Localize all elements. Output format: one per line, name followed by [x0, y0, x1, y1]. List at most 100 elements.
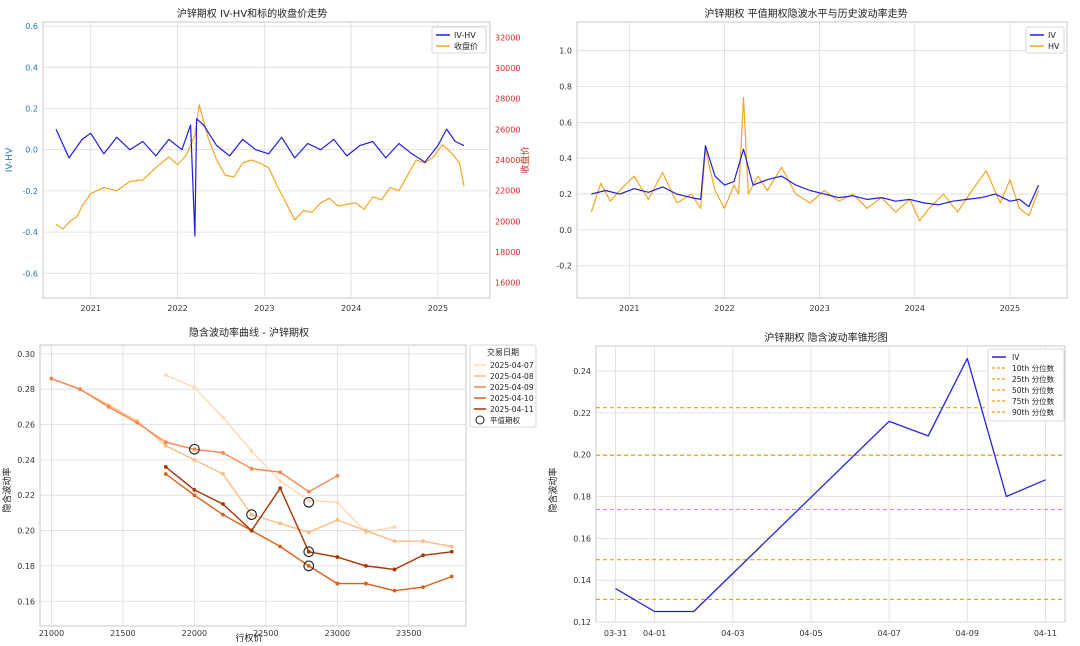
legend-label: 平值期权	[490, 415, 520, 425]
data-point	[278, 544, 283, 549]
x-tick-label: 22000	[182, 629, 207, 638]
data-point	[249, 466, 254, 471]
data-point	[335, 518, 340, 522]
legend-label: 50th 分位数	[1012, 385, 1055, 395]
x-tick-label: 2023	[809, 304, 829, 313]
x-tick-label: 04-07	[878, 629, 901, 638]
y-tick-label: 0.22	[573, 409, 591, 418]
legend-label: 25th 分位数	[1012, 374, 1055, 384]
data-point	[192, 457, 197, 462]
y-tick-label: -0.2	[22, 187, 38, 196]
y2-tick-label: 18000	[495, 248, 520, 257]
y-tick-label: 0.16	[573, 534, 591, 543]
data-point	[392, 588, 397, 593]
data-point	[364, 581, 368, 586]
data-point	[163, 373, 168, 377]
legend-label: IV	[1048, 31, 1056, 40]
data-point	[306, 530, 311, 535]
x-tick-label: 2021	[81, 304, 101, 313]
data-point	[449, 544, 454, 549]
data-point	[278, 486, 283, 491]
x-tick-label: 2023	[254, 304, 274, 313]
data-point	[221, 512, 225, 517]
data-point	[421, 585, 426, 590]
y2-tick-label: 22000	[495, 187, 520, 196]
y-tick-label: -0.4	[22, 228, 38, 237]
iv-smile-chart: 隐含波动率曲线 - 沪锌期权 行权价 隐含波动率 21000 21500 22000…	[1, 326, 537, 644]
chart-title: 隐含波动率曲线 - 沪锌期权	[189, 326, 309, 339]
series-line-iv	[615, 357, 1046, 613]
series-line-close	[55, 104, 465, 230]
y-tick-label: 0.0	[559, 226, 572, 235]
data-point	[78, 387, 82, 392]
data-point	[306, 564, 311, 568]
atm-marker	[303, 496, 315, 508]
data-point	[306, 489, 311, 494]
y-tick-label: 0.24	[573, 367, 591, 376]
legend-swatch	[475, 415, 485, 425]
y-tick-label: 0.4	[559, 154, 572, 163]
series-line-iv-hv	[55, 118, 465, 237]
legend-label: 90th 分位数	[1012, 407, 1055, 417]
y2-tick-label: 30000	[495, 64, 520, 73]
plot-area	[39, 344, 467, 627]
data-point	[163, 472, 168, 476]
x-tick-label: 2024	[341, 304, 361, 313]
data-point	[163, 465, 168, 469]
x-tick-label: 04-05	[799, 629, 822, 638]
y-tick-label: -0.6	[22, 269, 38, 278]
y2-tick-label: 26000	[495, 125, 520, 134]
atm-marker	[303, 546, 315, 558]
data-point	[306, 549, 311, 554]
data-point	[421, 553, 426, 558]
x-tick-label: 2025	[1000, 304, 1020, 313]
y-tick-label: 0.16	[17, 597, 35, 606]
data-point	[192, 493, 197, 498]
atm-marker	[303, 560, 315, 572]
chart-title: 沪锌期权 隐含波动率锥形图	[764, 331, 887, 344]
y2-tick-label: 16000	[495, 279, 520, 288]
plot-area	[576, 21, 1068, 299]
y-tick-label: 0.6	[559, 118, 572, 127]
data-point	[221, 450, 225, 455]
data-point	[249, 512, 254, 517]
atm-marker	[189, 443, 200, 455]
x-tick-label: 04-03	[721, 629, 744, 638]
y-tick-label: 1.0	[559, 47, 572, 56]
plot-area	[595, 345, 1066, 623]
data-point	[278, 521, 283, 526]
x-tick-label: 2022	[167, 304, 187, 313]
y2-tick-label: 24000	[495, 156, 520, 165]
series-line-iv	[591, 145, 1040, 208]
y-tick-label: 0.20	[17, 527, 35, 536]
plot-area	[42, 21, 491, 299]
x-tick-label: 04-01	[643, 629, 666, 638]
legend-label: 2025-04-09	[490, 383, 534, 392]
legend-title: 交易日期	[487, 347, 519, 357]
y-tick-label: 0.2	[25, 105, 38, 114]
data-point	[335, 473, 340, 478]
chart-title: 沪锌期权 IV-HV和标的收盘价走势	[177, 7, 327, 20]
x-tick-label: 21500	[110, 629, 135, 638]
y-tick-label: 0.2	[559, 190, 572, 199]
y-tick-label: 0.26	[17, 421, 35, 430]
y2-tick-label: 32000	[495, 33, 520, 42]
data-point	[278, 470, 283, 475]
x-tick-label: 22500	[253, 629, 278, 638]
y-tick-label: 0.18	[573, 493, 591, 502]
data-point	[392, 567, 397, 572]
legend-label: 2025-04-11	[490, 405, 534, 414]
y-tick-label: 0.12	[573, 618, 591, 627]
y-axis-label-left: IV-HV	[5, 147, 15, 172]
legend-label: 75th 分位数	[1012, 396, 1055, 406]
legend-box	[987, 348, 1065, 422]
y-tick-label: -0.2	[556, 262, 572, 271]
data-point	[364, 564, 368, 568]
data-point	[192, 385, 197, 390]
data-point	[335, 555, 340, 559]
x-tick-label: 04-09	[956, 629, 979, 638]
iv-cone-chart: 沪锌期权 隐含波动率锥形图 隐含波动率 03-31 04-01 04-03 04-05…	[547, 331, 1066, 638]
y-tick-label: 0.20	[573, 451, 591, 460]
legend-label: 收盘价	[454, 41, 478, 51]
data-point	[449, 574, 454, 579]
